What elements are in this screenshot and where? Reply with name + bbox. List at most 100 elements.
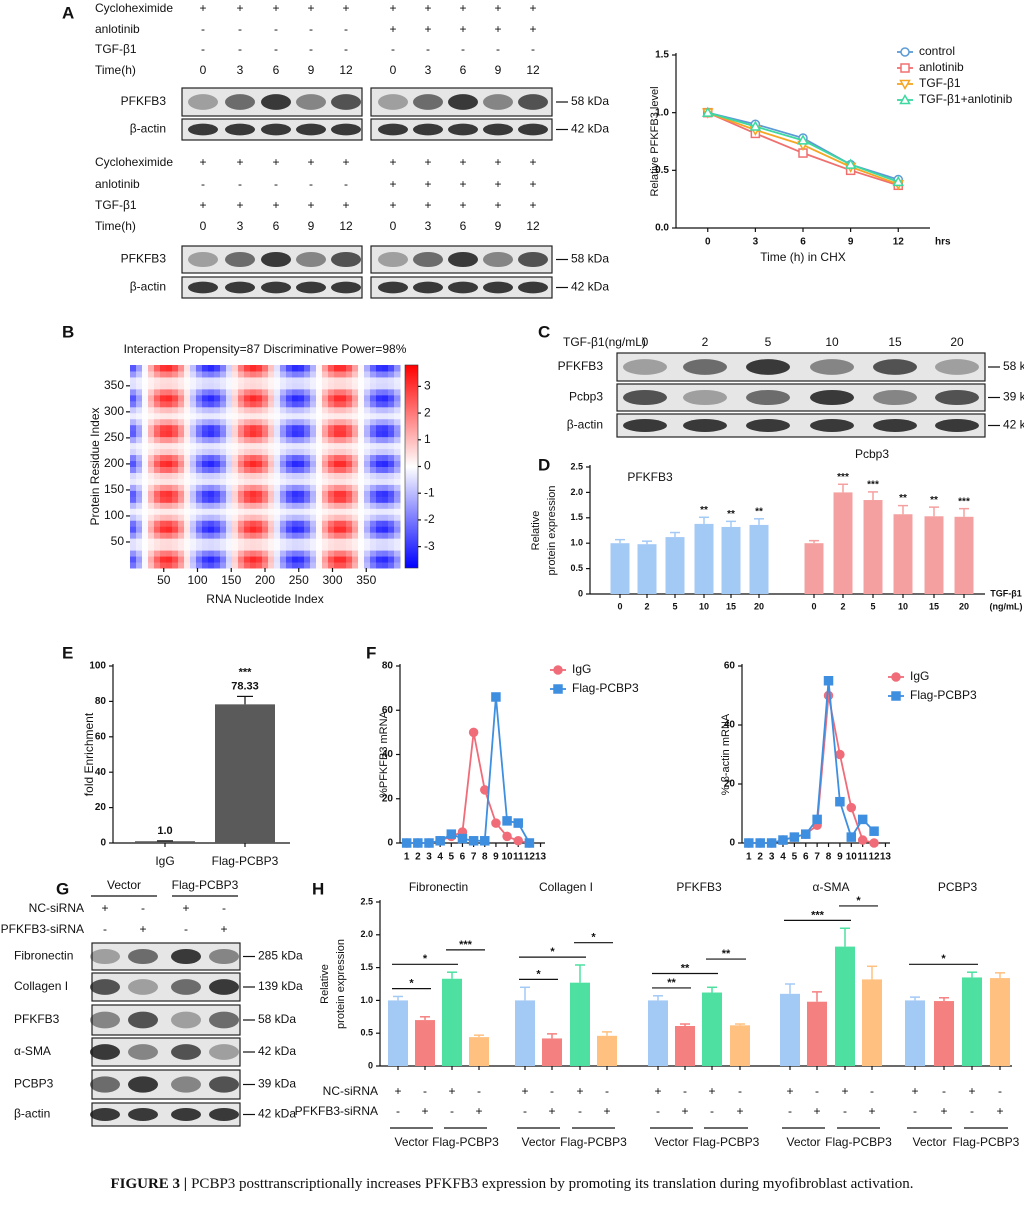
heatmap-cell xyxy=(136,514,143,521)
heatmap-cell xyxy=(262,526,269,533)
condition-sign: + xyxy=(529,177,536,191)
heatmap-cell xyxy=(154,496,161,503)
condition-name: Cycloheximide xyxy=(95,1,173,15)
heatmap-cell xyxy=(256,436,263,444)
heatmap-cell xyxy=(220,436,227,444)
heatmap-cell xyxy=(172,544,179,551)
heatmap-cell xyxy=(286,520,293,527)
heatmap-cell xyxy=(316,448,323,456)
heatmap-cell xyxy=(322,376,329,384)
heatmap-cell xyxy=(382,514,389,521)
heatmap-cell xyxy=(172,382,179,390)
heatmap-cell xyxy=(298,454,305,462)
heatmap-cell xyxy=(190,478,197,485)
heatmap-cell xyxy=(208,520,215,527)
heatmap-cell xyxy=(304,394,311,402)
heatmap-cell xyxy=(346,388,353,396)
heatmap-cell xyxy=(292,556,299,563)
condition-sign: + xyxy=(940,1104,947,1118)
heatmap-cell xyxy=(166,365,173,372)
heatmap-cell xyxy=(310,448,317,456)
heatmap-cell xyxy=(394,520,401,527)
heatmap-cell xyxy=(298,478,305,485)
heatmap-cell xyxy=(244,562,251,569)
heatmap-cell xyxy=(232,376,239,384)
heatmap-cell xyxy=(226,484,233,491)
heatmap-cell xyxy=(208,418,215,426)
bar xyxy=(780,993,800,1066)
heatmap-cell xyxy=(304,430,311,438)
heatmap-cell xyxy=(352,562,359,569)
heatmap-cell xyxy=(298,394,305,402)
heatmap-cell xyxy=(340,484,347,491)
heatmap-cell xyxy=(268,544,275,551)
heatmap-cell xyxy=(274,394,281,402)
heatmap-cell xyxy=(316,526,323,533)
heatmap-cell xyxy=(172,556,179,563)
heatmap-cell xyxy=(274,532,281,539)
legend-label: control xyxy=(919,44,955,58)
heatmap-cell xyxy=(160,544,167,551)
heatmap-cell xyxy=(394,424,401,432)
heatmap-cell xyxy=(394,365,401,372)
y-tick-label: 300 xyxy=(104,404,124,418)
heatmap-cell xyxy=(304,520,311,527)
heatmap-cell xyxy=(346,430,353,438)
bar xyxy=(749,524,769,594)
heatmap-cell xyxy=(388,550,395,557)
band-name: β-actin xyxy=(14,1107,50,1121)
heatmap-cell xyxy=(232,496,239,503)
heatmap-cell xyxy=(268,442,275,450)
heatmap-cell xyxy=(130,388,137,396)
heatmap-cell xyxy=(262,418,269,426)
heatmap-cell xyxy=(136,406,143,414)
heatmap-cell xyxy=(202,466,209,473)
heatmap-cell xyxy=(382,484,389,491)
condition-sign: 9 xyxy=(495,219,502,233)
heatmap-cell xyxy=(316,376,323,384)
condition-sign: - xyxy=(238,177,242,191)
heatmap-cell xyxy=(328,382,335,390)
heatmap-cell xyxy=(178,418,185,426)
heatmap-cell xyxy=(184,424,191,432)
heatmap-cell xyxy=(190,382,197,390)
y-tick-label: 20 xyxy=(382,793,394,804)
heatmap-cell xyxy=(142,376,149,384)
x-unit: hrs xyxy=(935,237,951,248)
heatmap-cell xyxy=(262,454,269,462)
condition-sign: - xyxy=(710,1104,714,1118)
heatmap-cell xyxy=(238,514,245,521)
heatmap-cell xyxy=(202,442,209,450)
x-tick-label: 100 xyxy=(187,573,207,587)
condition-sign: + xyxy=(220,922,227,936)
heatmap-cell xyxy=(382,562,389,569)
heatmap-cell xyxy=(202,430,209,438)
heatmap-cell xyxy=(382,388,389,396)
heatmap-cell xyxy=(178,496,185,503)
heatmap-cell xyxy=(136,460,143,467)
heatmap-cell xyxy=(376,478,383,485)
band xyxy=(623,389,667,406)
heatmap-cell xyxy=(256,382,263,390)
y-axis-label: Relative xyxy=(319,964,331,1004)
heatmap-cell xyxy=(142,430,149,438)
heatmap-cell xyxy=(190,472,197,479)
x-tick-label: 4 xyxy=(437,852,443,863)
band xyxy=(90,979,120,995)
x-tick-label: 3 xyxy=(769,852,775,863)
y-tick-label: 0.5 xyxy=(360,1028,373,1038)
heatmap-cell xyxy=(346,400,353,408)
band-name: Pcbp3 xyxy=(569,390,603,404)
heatmap-cell xyxy=(250,490,257,497)
heatmap-cell xyxy=(388,394,395,402)
heatmap-cell xyxy=(340,490,347,497)
heatmap-cell xyxy=(166,430,173,438)
heatmap-cell xyxy=(280,436,287,444)
heatmap-cell xyxy=(382,472,389,479)
heatmap-cell xyxy=(184,478,191,485)
heatmap-cell xyxy=(304,514,311,521)
heatmap-cell xyxy=(136,538,143,545)
heatmap-cell xyxy=(292,418,299,426)
significance: *** xyxy=(958,496,970,507)
heatmap-cell xyxy=(268,562,275,569)
